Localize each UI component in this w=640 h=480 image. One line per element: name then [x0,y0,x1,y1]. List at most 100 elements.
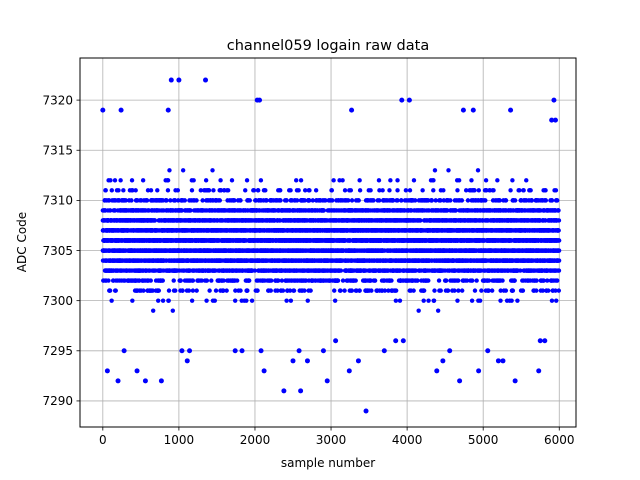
data-point [255,288,260,293]
data-point [168,198,173,203]
data-point [338,268,344,273]
data-point [335,278,341,283]
data-point [113,288,118,293]
data-point [148,188,154,193]
data-point [232,298,238,303]
data-point [107,198,112,203]
data-point [342,188,348,193]
data-point [211,188,216,193]
data-point [308,288,313,293]
data-point [302,288,307,293]
data-point [141,288,146,293]
data-point [255,188,261,193]
data-point [188,208,193,213]
data-point [238,288,243,293]
data-point [173,288,178,293]
data-point [116,188,121,193]
data-point [238,198,243,203]
data-point [171,278,176,283]
data-point [108,178,113,183]
data-point [209,278,214,283]
data-point [278,198,283,203]
data-point [182,198,188,203]
data-point [225,188,231,193]
data-point [243,188,248,193]
data-point [108,208,113,213]
data-point [349,288,355,293]
data-point [189,188,195,193]
data-point [176,198,181,203]
data-point [150,308,156,313]
data-point [340,278,346,283]
data-point [136,278,142,283]
data-point [296,188,301,193]
data-point [130,298,135,303]
data-point [207,288,212,293]
data-point [332,298,338,303]
data-point [133,188,138,193]
data-point [150,288,155,293]
data-point [109,188,114,193]
data-point [244,178,250,183]
data-point [112,178,118,183]
data-point [144,198,150,203]
data-point [288,298,294,303]
data-point [166,298,171,303]
data-point [217,198,223,203]
data-point [224,288,229,293]
data-point [180,168,186,173]
data-point [167,168,172,173]
data-point [165,188,171,193]
data-point [213,288,219,293]
data-point [342,288,347,293]
data-point [245,288,250,293]
data-point [175,188,181,193]
data-point [109,298,114,303]
data-point [284,198,289,203]
data-point [269,278,274,283]
data-point [338,288,343,293]
data-point [166,288,172,293]
chart-title: channel059 logain raw data [227,38,429,54]
data-point [340,178,345,183]
data-point [123,198,128,203]
data-point [229,178,235,183]
data-point [129,178,135,183]
data-point [118,178,123,183]
data-point [349,198,355,203]
data-point [218,178,223,183]
data-point [346,198,351,203]
data-point [186,288,192,293]
data-point [263,188,268,193]
data-point [165,178,171,183]
data-point [203,178,209,183]
data-point [172,198,178,203]
data-point [305,298,310,303]
data-point [145,188,151,193]
data-point [191,178,196,183]
data-point [294,178,299,183]
data-point [321,208,327,213]
data-point [189,298,195,303]
data-point [204,298,209,303]
data-point [164,198,169,203]
data-point [103,188,108,193]
data-point [330,198,335,203]
data-point [206,188,212,193]
data-point [190,278,196,283]
data-point [291,288,297,293]
data-point [246,278,252,283]
data-point [331,178,336,183]
data-point [234,278,240,283]
data-point [178,278,183,283]
data-point [249,298,255,303]
data-point [140,178,146,183]
data-point [212,298,218,303]
data-point [298,178,304,183]
data-point [160,278,165,283]
data-point [280,288,286,293]
data-point [180,288,185,293]
data-point [129,198,134,203]
data-point [307,188,312,193]
data-point [121,188,126,193]
